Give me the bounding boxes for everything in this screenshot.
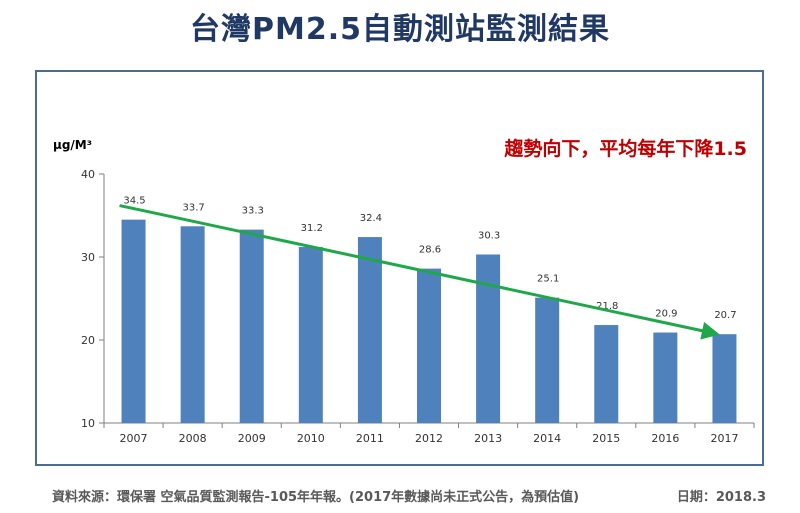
bar [239, 229, 264, 423]
x-tick-label: 2011 [356, 432, 384, 445]
source-note: 資料來源：環保署 空氣品質監測報告-105年年報。(2017年數據尚未正式公告，… [52, 490, 580, 505]
data-label: 28.6 [419, 245, 441, 256]
y-tick-label: 20 [81, 334, 95, 347]
data-label: 33.7 [183, 202, 205, 213]
data-label: 21.8 [596, 301, 618, 312]
bar [594, 325, 619, 423]
x-tick-label: 2015 [592, 432, 620, 445]
x-tick-label: 2016 [651, 432, 679, 445]
x-tick-label: 2008 [179, 432, 207, 445]
data-label: 32.4 [360, 213, 382, 224]
x-tick-label: 2010 [297, 432, 325, 445]
y-tick-label: 30 [81, 251, 95, 264]
data-label: 20.7 [714, 310, 736, 321]
chart-frame: 10 20 30 40 μg/M³ 34.5 2007 33.7 2008 33.3 2009 31.… [35, 70, 764, 466]
x-tick-label: 2017 [710, 432, 738, 445]
data-label: 20.9 [655, 309, 677, 320]
page-title: 台灣PM2.5自動測站監測結果 [190, 12, 610, 47]
date-note: 日期：2018.3 [676, 490, 766, 505]
bar-chart: 10 20 30 40 μg/M³ 34.5 2007 33.7 2008 33.3 2009 31.… [53, 137, 755, 445]
bar [712, 334, 737, 423]
x-tick-label: 2007 [120, 432, 148, 445]
trend-arrow [119, 204, 720, 340]
data-label: 30.3 [478, 231, 500, 242]
data-label: 31.2 [301, 223, 323, 234]
x-tick-label: 2014 [533, 432, 561, 445]
x-tick-label: 2012 [415, 432, 443, 445]
y-axis-label: μg/M³ [53, 138, 92, 152]
bar [121, 219, 146, 423]
bar [476, 254, 501, 423]
bar [298, 247, 323, 423]
bar [180, 226, 205, 423]
trend-annotation: 趨勢向下，平均每年下降1.5 [503, 137, 747, 160]
bar [357, 237, 382, 423]
data-label: 34.5 [123, 196, 145, 207]
bar [653, 332, 678, 423]
x-tick-label: 2009 [238, 432, 266, 445]
x-tick-label: 2013 [474, 432, 502, 445]
data-label: 25.1 [537, 274, 559, 285]
bar [535, 297, 560, 423]
bar [417, 268, 441, 423]
y-tick-label: 40 [81, 168, 95, 181]
data-label: 33.3 [242, 206, 264, 217]
y-tick-label: 10 [81, 417, 95, 430]
